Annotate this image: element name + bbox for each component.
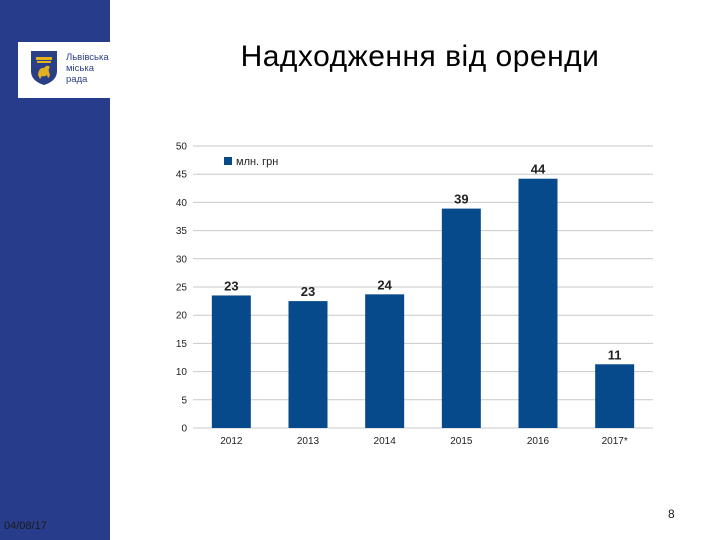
logo-text: Львівська міська рада: [66, 52, 114, 85]
y-tick-label: 10: [176, 367, 188, 378]
y-tick-label: 0: [181, 424, 187, 435]
bar: [365, 294, 405, 428]
data-label: 23: [224, 278, 238, 293]
x-tick-label: 2017*: [602, 436, 628, 447]
y-tick-label: 45: [176, 170, 188, 181]
data-label: 39: [454, 192, 468, 207]
x-tick-label: 2014: [374, 436, 397, 447]
y-tick-label: 5: [181, 395, 187, 406]
bar: [595, 364, 635, 428]
y-tick-label: 30: [176, 254, 188, 265]
y-tick-label: 40: [176, 198, 188, 209]
slide-date: 04/08/17: [4, 520, 47, 532]
legend-label: млн. грн: [236, 156, 278, 168]
logo-line-2: міська: [66, 63, 94, 74]
bar: [518, 178, 558, 428]
data-label: 23: [301, 284, 315, 299]
lion-shield-icon: [31, 51, 57, 85]
page-number: 8: [668, 507, 675, 521]
legend-swatch: [224, 157, 232, 165]
data-label: 11: [608, 347, 622, 362]
logo-line-3: рада: [66, 74, 88, 85]
city-council-logo: Львівська міська рада: [18, 42, 114, 98]
bar: [288, 301, 328, 428]
y-tick-label: 25: [176, 283, 188, 294]
data-label: 24: [377, 277, 392, 292]
y-tick-label: 20: [176, 311, 188, 322]
data-label: 44: [531, 162, 546, 177]
logo-line-1: Львівська: [66, 52, 109, 63]
bar-chart: 0 5 10 15 20 25 30 35 40 45 50 23 2012 23 2013 24 2014 39…: [176, 142, 653, 447]
bar: [441, 208, 481, 428]
y-tick-label: 15: [176, 339, 188, 350]
x-tick-label: 2012: [220, 436, 243, 447]
y-tick-label: 35: [176, 226, 188, 237]
slide-title: Надходження від оренди: [240, 40, 600, 73]
x-tick-label: 2013: [297, 436, 320, 447]
y-tick-label: 50: [176, 142, 188, 153]
x-tick-label: 2016: [527, 436, 550, 447]
x-tick-label: 2015: [450, 436, 473, 447]
bar: [211, 295, 251, 428]
